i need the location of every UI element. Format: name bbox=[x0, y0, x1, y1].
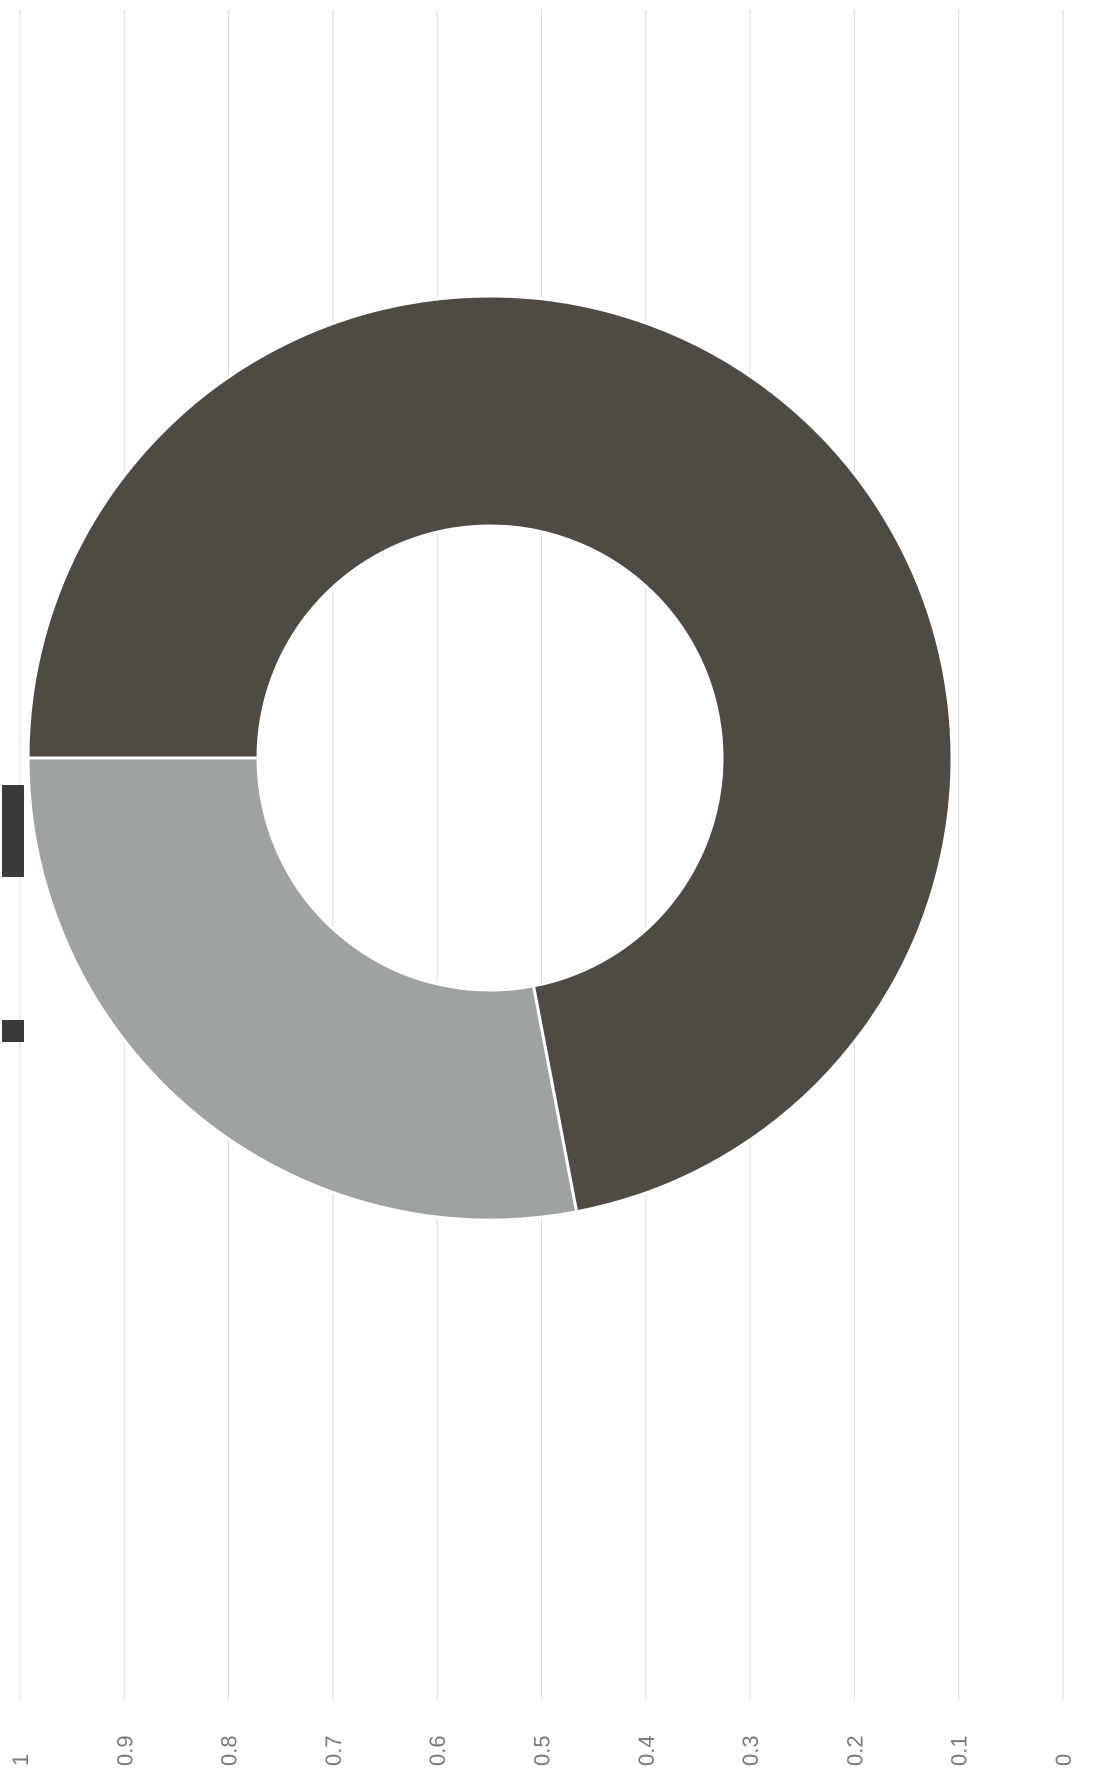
legend bbox=[2, 785, 24, 1042]
legend-swatch-dark bbox=[2, 785, 24, 877]
donut-slices bbox=[26, 294, 954, 1222]
tick-label: 0 bbox=[1051, 1754, 1076, 1766]
value-axis: 0 0.1 0.2 0.3 0.4 0.5 0.6 0.7 0.8 0.9 1 bbox=[8, 1735, 1076, 1766]
tick-label: 0.9 bbox=[112, 1735, 137, 1766]
tick-label: 0.2 bbox=[842, 1735, 867, 1766]
tick-label: 0.6 bbox=[425, 1735, 450, 1766]
legend-swatch-dark-2 bbox=[2, 1020, 24, 1042]
donut-slice-2 bbox=[26, 756, 579, 1222]
tick-label: 0.4 bbox=[634, 1735, 659, 1766]
tick-label: 0.8 bbox=[217, 1735, 242, 1766]
donut-slice-1 bbox=[26, 294, 954, 1214]
tick-label: 0.5 bbox=[530, 1735, 555, 1766]
tick-label: 0.7 bbox=[321, 1735, 346, 1766]
tick-label: 0.1 bbox=[947, 1735, 972, 1766]
tick-label: 0.3 bbox=[738, 1735, 763, 1766]
tick-label: 1 bbox=[8, 1754, 33, 1766]
